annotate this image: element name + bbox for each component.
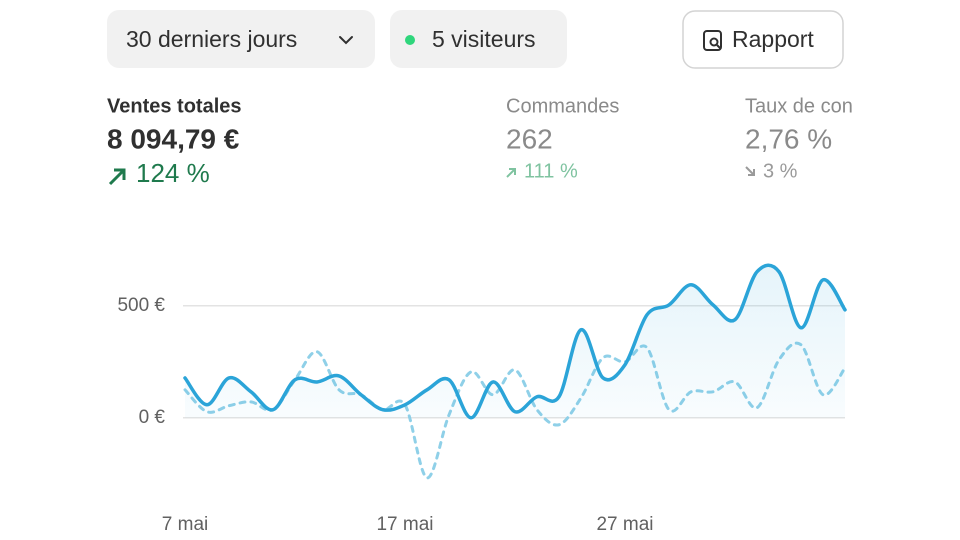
live-dot — [405, 35, 415, 45]
x-tick-label: 7 mai — [162, 514, 208, 535]
metric-sales[interactable]: Ventes totales 8 094,79 € 124 % — [107, 95, 242, 188]
metric-label: Taux de con — [745, 95, 853, 117]
metric-orders[interactable]: Commandes 262 111 % — [506, 95, 619, 182]
date-range-text: 30 derniers jours — [126, 26, 297, 52]
metric-change: 3 % — [763, 160, 798, 182]
arrow-down-icon — [745, 166, 755, 176]
metric-label: Ventes totales — [107, 95, 242, 117]
arrow-up-icon — [506, 168, 516, 178]
date-range-button[interactable]: 30 derniers jours — [107, 10, 375, 68]
x-tick-label: 17 mai — [376, 514, 433, 535]
x-tick-label: 27 mai — [596, 514, 653, 535]
report-icon — [703, 30, 722, 51]
metric-label: Commandes — [506, 95, 619, 117]
y-tick-label: 500 € — [117, 295, 165, 316]
metric-value: 2,76 % — [745, 123, 832, 154]
visitors-button[interactable]: 5 visiteurs — [390, 10, 567, 68]
report-button[interactable]: Rapport — [682, 10, 844, 69]
metric-value: 262 — [506, 123, 553, 154]
arrow-up-icon — [108, 168, 126, 186]
sales-line — [183, 263, 847, 420]
metric-change: 124 % — [136, 158, 210, 188]
chevron-icon — [339, 36, 353, 45]
report-text: Rapport — [732, 26, 814, 52]
metric-change: 111 % — [524, 160, 578, 182]
area — [185, 265, 845, 418]
visitors-text: 5 visiteurs — [432, 26, 536, 52]
chart: 0 € 500 € 7 mai 17 mai 27 mai — [117, 263, 847, 535]
metric-value: 8 094,79 € — [107, 123, 240, 154]
metric-conversion[interactable]: Taux de con 2,76 % 3 % — [745, 95, 853, 182]
y-tick-label: 0 € — [139, 407, 166, 428]
